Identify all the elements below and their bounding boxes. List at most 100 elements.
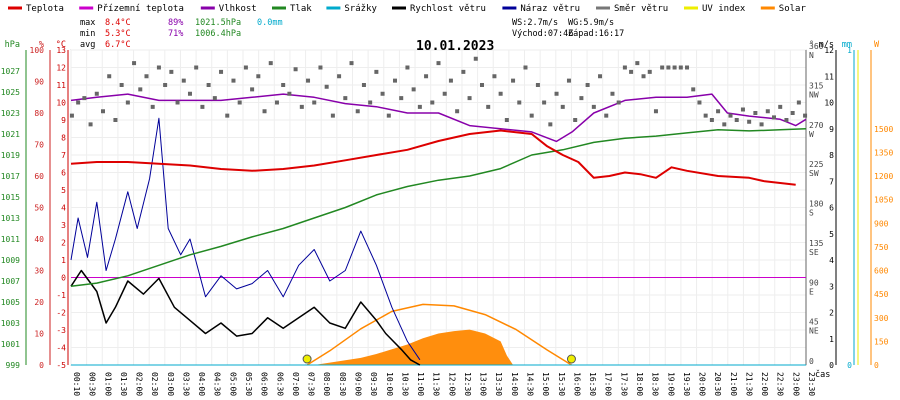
solar-tick-label: 300 <box>874 314 889 323</box>
wind-direction-marker <box>132 61 137 66</box>
x-tick-label: 04:30 <box>213 372 222 396</box>
wind-direction-marker <box>393 78 398 83</box>
humidity-axis-title: % <box>39 40 44 50</box>
wind-direction-marker <box>660 65 665 70</box>
wind-direction-marker <box>430 100 435 105</box>
legend-label: Teplota <box>26 4 64 14</box>
legend-label: Rychlost větru <box>410 4 486 14</box>
direction-tick-label: 270 <box>809 121 824 130</box>
wind-direction-marker <box>542 100 547 105</box>
solar-tick-label: 600 <box>874 267 889 276</box>
wind-direction-marker <box>361 83 366 87</box>
solar-measured-area <box>314 329 514 365</box>
wind-direction-marker <box>256 74 261 79</box>
x-tick-label: 00:30 <box>88 372 97 396</box>
wind-direction-marker <box>747 119 752 124</box>
wind-direction-marker <box>685 65 690 70</box>
wind-direction-marker <box>629 69 634 74</box>
wind-direction-marker <box>616 100 621 105</box>
stat-value: avg <box>80 40 95 50</box>
legend-label: Přízemní teplota <box>97 4 184 14</box>
legend-label: Náraz větru <box>520 4 580 14</box>
humidity-tick-label: 20 <box>34 298 44 307</box>
x-tick-label: 12:30 <box>463 372 472 396</box>
windspeed-tick-label: 0 <box>829 361 834 370</box>
pressure-tick-label: 1019 <box>1 151 20 160</box>
x-tick-label: 01:30 <box>119 372 128 396</box>
wind-direction-marker <box>734 118 739 122</box>
wind-direction-marker <box>703 113 708 118</box>
pressure-tick-label: 1013 <box>1 214 20 223</box>
wind-direction-marker <box>268 61 273 66</box>
direction-name-label: S <box>809 209 814 218</box>
wind-direction-marker <box>100 109 105 114</box>
wind-direction-marker <box>697 100 702 105</box>
wind-direction-marker <box>113 118 118 122</box>
wind-direction-marker <box>306 78 311 83</box>
x-tick-label: 16:30 <box>588 372 597 396</box>
x-tick-label: 10:30 <box>400 372 409 396</box>
x-tick-label: 20:00 <box>698 372 707 396</box>
x-tick-label: 09:00 <box>353 372 362 396</box>
wind-direction-marker <box>455 109 460 114</box>
x-tick-label: 03:30 <box>181 372 190 396</box>
wind-direction-marker <box>262 109 267 114</box>
windspeed-tick-label: 6 <box>829 204 834 213</box>
wind-direction-marker <box>355 109 360 114</box>
wind-direction-marker <box>479 83 484 87</box>
wind-direction-marker <box>374 69 379 74</box>
wind-direction-marker <box>337 74 342 79</box>
wind-direction-marker <box>585 83 590 87</box>
humidity-tick-label: 50 <box>34 204 44 213</box>
x-tick-label: 01:00 <box>103 372 112 396</box>
stat-value: 6.7°C <box>105 40 131 50</box>
x-tick-label: 00:10 <box>72 372 81 396</box>
sunset-marker <box>566 354 576 364</box>
stat-value: 5.3°C <box>105 29 131 39</box>
solar-tick-label: 750 <box>874 243 889 252</box>
temperature-tick-label: 8 <box>61 134 66 143</box>
wind-direction-marker <box>138 87 143 92</box>
wind-direction-marker <box>492 74 497 79</box>
wind-direction-marker <box>610 91 615 96</box>
wind-speed-line <box>70 269 421 366</box>
wind-gust-line <box>70 117 421 361</box>
wind-direction-marker <box>119 83 124 87</box>
x-tick-label: 12:00 <box>447 372 456 396</box>
x-tick-label: 08:30 <box>338 372 347 396</box>
wind-direction-marker <box>716 109 721 114</box>
wind-direction-marker <box>156 65 161 70</box>
temperature-tick-label: 0 <box>61 274 66 283</box>
x-tick-label: 15:30 <box>557 372 566 396</box>
x-tick-label: 09:30 <box>369 372 378 396</box>
rain-tick-label: 1 <box>847 46 852 55</box>
wind-direction-marker <box>281 83 286 87</box>
pressure-tick-label: 1021 <box>1 130 20 139</box>
wind-direction-marker <box>511 78 516 83</box>
wind-direction-marker <box>76 100 81 105</box>
wind-direction-marker <box>622 65 627 70</box>
temperature-tick-label: 10 <box>56 99 66 108</box>
windspeed-tick-label: 9 <box>829 125 834 134</box>
wind-direction-marker <box>225 113 230 118</box>
wind-direction-marker <box>349 61 354 66</box>
chart-title: 10.01.2023 <box>416 39 495 54</box>
direction-tick-label: 225 <box>809 160 824 169</box>
wind-direction-marker <box>790 111 795 115</box>
windspeed-tick-label: 7 <box>829 177 834 186</box>
x-axis-title: čas <box>815 369 830 380</box>
wind-direction-marker <box>784 118 789 122</box>
wind-direction-marker <box>548 122 553 127</box>
temperature-tick-label: 12 <box>56 64 66 73</box>
x-tick-label: 23:00 <box>791 372 800 396</box>
temperature-tick-label: -4 <box>56 344 66 353</box>
wind-direction-marker <box>473 56 478 61</box>
direction-name-label: NW <box>809 90 819 99</box>
wind-direction-marker <box>641 74 646 79</box>
wind-speed-stat: WS:2.7m/s <box>512 18 558 28</box>
direction-tick-label: 360 <box>809 42 824 51</box>
humidity-tick-label: 30 <box>34 267 44 276</box>
pressure-tick-label: 1015 <box>1 193 20 202</box>
wind-direction-marker <box>380 91 385 96</box>
